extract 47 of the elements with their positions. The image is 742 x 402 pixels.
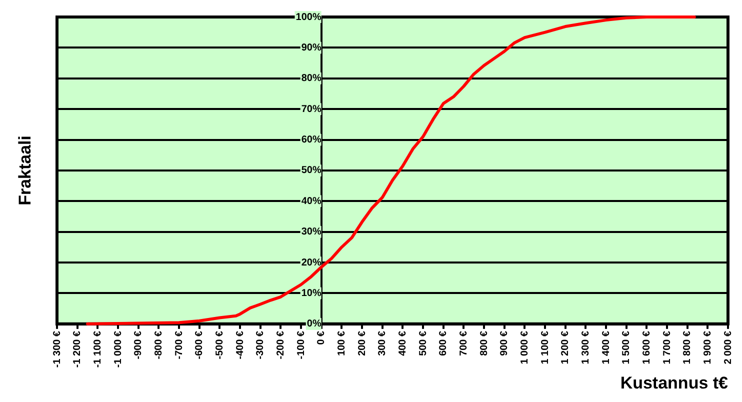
x-tick-label: 1 100 € — [540, 330, 551, 364]
x-tick-label: 600 € — [438, 330, 450, 356]
y-tick-label: 50% — [301, 165, 322, 176]
x-tick-label: 0 € — [316, 330, 328, 345]
y-tick-label: 70% — [301, 104, 322, 115]
x-axis-title: Kustannus t€ — [620, 373, 729, 392]
y-tick-label: 80% — [301, 73, 322, 84]
y-tick-label: 10% — [301, 288, 322, 299]
x-tick-label: 800 € — [478, 330, 490, 356]
x-tick-label: 300 € — [377, 330, 388, 356]
x-tick-label: 1 900 € — [702, 330, 714, 364]
x-tick-label: -500 € — [214, 330, 226, 360]
x-tick-label: 500 € — [418, 330, 429, 356]
x-tick-label: -600 € — [194, 330, 206, 360]
x-tick-label: -100 € — [296, 330, 307, 360]
x-tick-label: -400 € — [234, 330, 246, 360]
x-tick-label: -800 € — [153, 330, 164, 360]
x-tick-label: 1 000 € — [519, 330, 530, 364]
x-tick-label: 1 200 € — [560, 330, 572, 364]
y-tick-label: 20% — [301, 257, 322, 268]
x-tick-label: -1 200 € — [72, 330, 84, 368]
x-tick-label: 200 € — [356, 330, 368, 356]
x-tick-label: 100 € — [336, 330, 348, 356]
x-tick-label: 1 600 € — [641, 330, 652, 364]
x-tick-label: 400 € — [397, 330, 408, 356]
y-tick-label: 0% — [306, 318, 322, 330]
y-tick-label: 60% — [301, 134, 322, 146]
y-tick-label: 90% — [301, 42, 322, 54]
x-tick-label: -1 100 € — [92, 330, 104, 368]
y-axis-title: Fraktaali — [16, 135, 35, 206]
x-tick-label: -900 € — [133, 330, 144, 360]
x-tick-label: 1 400 € — [600, 330, 612, 364]
x-tick-label: -1 000 € — [112, 330, 124, 368]
y-tick-label: 30% — [301, 226, 322, 238]
x-tick-label: 1 500 € — [621, 330, 632, 364]
x-tick-label: -1 300 € — [52, 330, 63, 368]
x-tick-label: -200 € — [275, 330, 286, 360]
y-tick-label: 100% — [296, 12, 322, 23]
x-tick-label: 900 € — [499, 330, 510, 356]
x-tick-label: 1 700 € — [662, 330, 673, 364]
x-tick-label: 1 300 € — [580, 330, 592, 364]
x-tick-label: -700 € — [174, 330, 185, 360]
x-tick-label: 700 € — [458, 330, 470, 356]
x-tick-label: -300 € — [255, 330, 266, 360]
x-tick-label: 1 800 € — [682, 330, 694, 364]
x-tick-label: 2 000 € — [722, 330, 734, 364]
y-tick-label: 40% — [301, 196, 322, 207]
